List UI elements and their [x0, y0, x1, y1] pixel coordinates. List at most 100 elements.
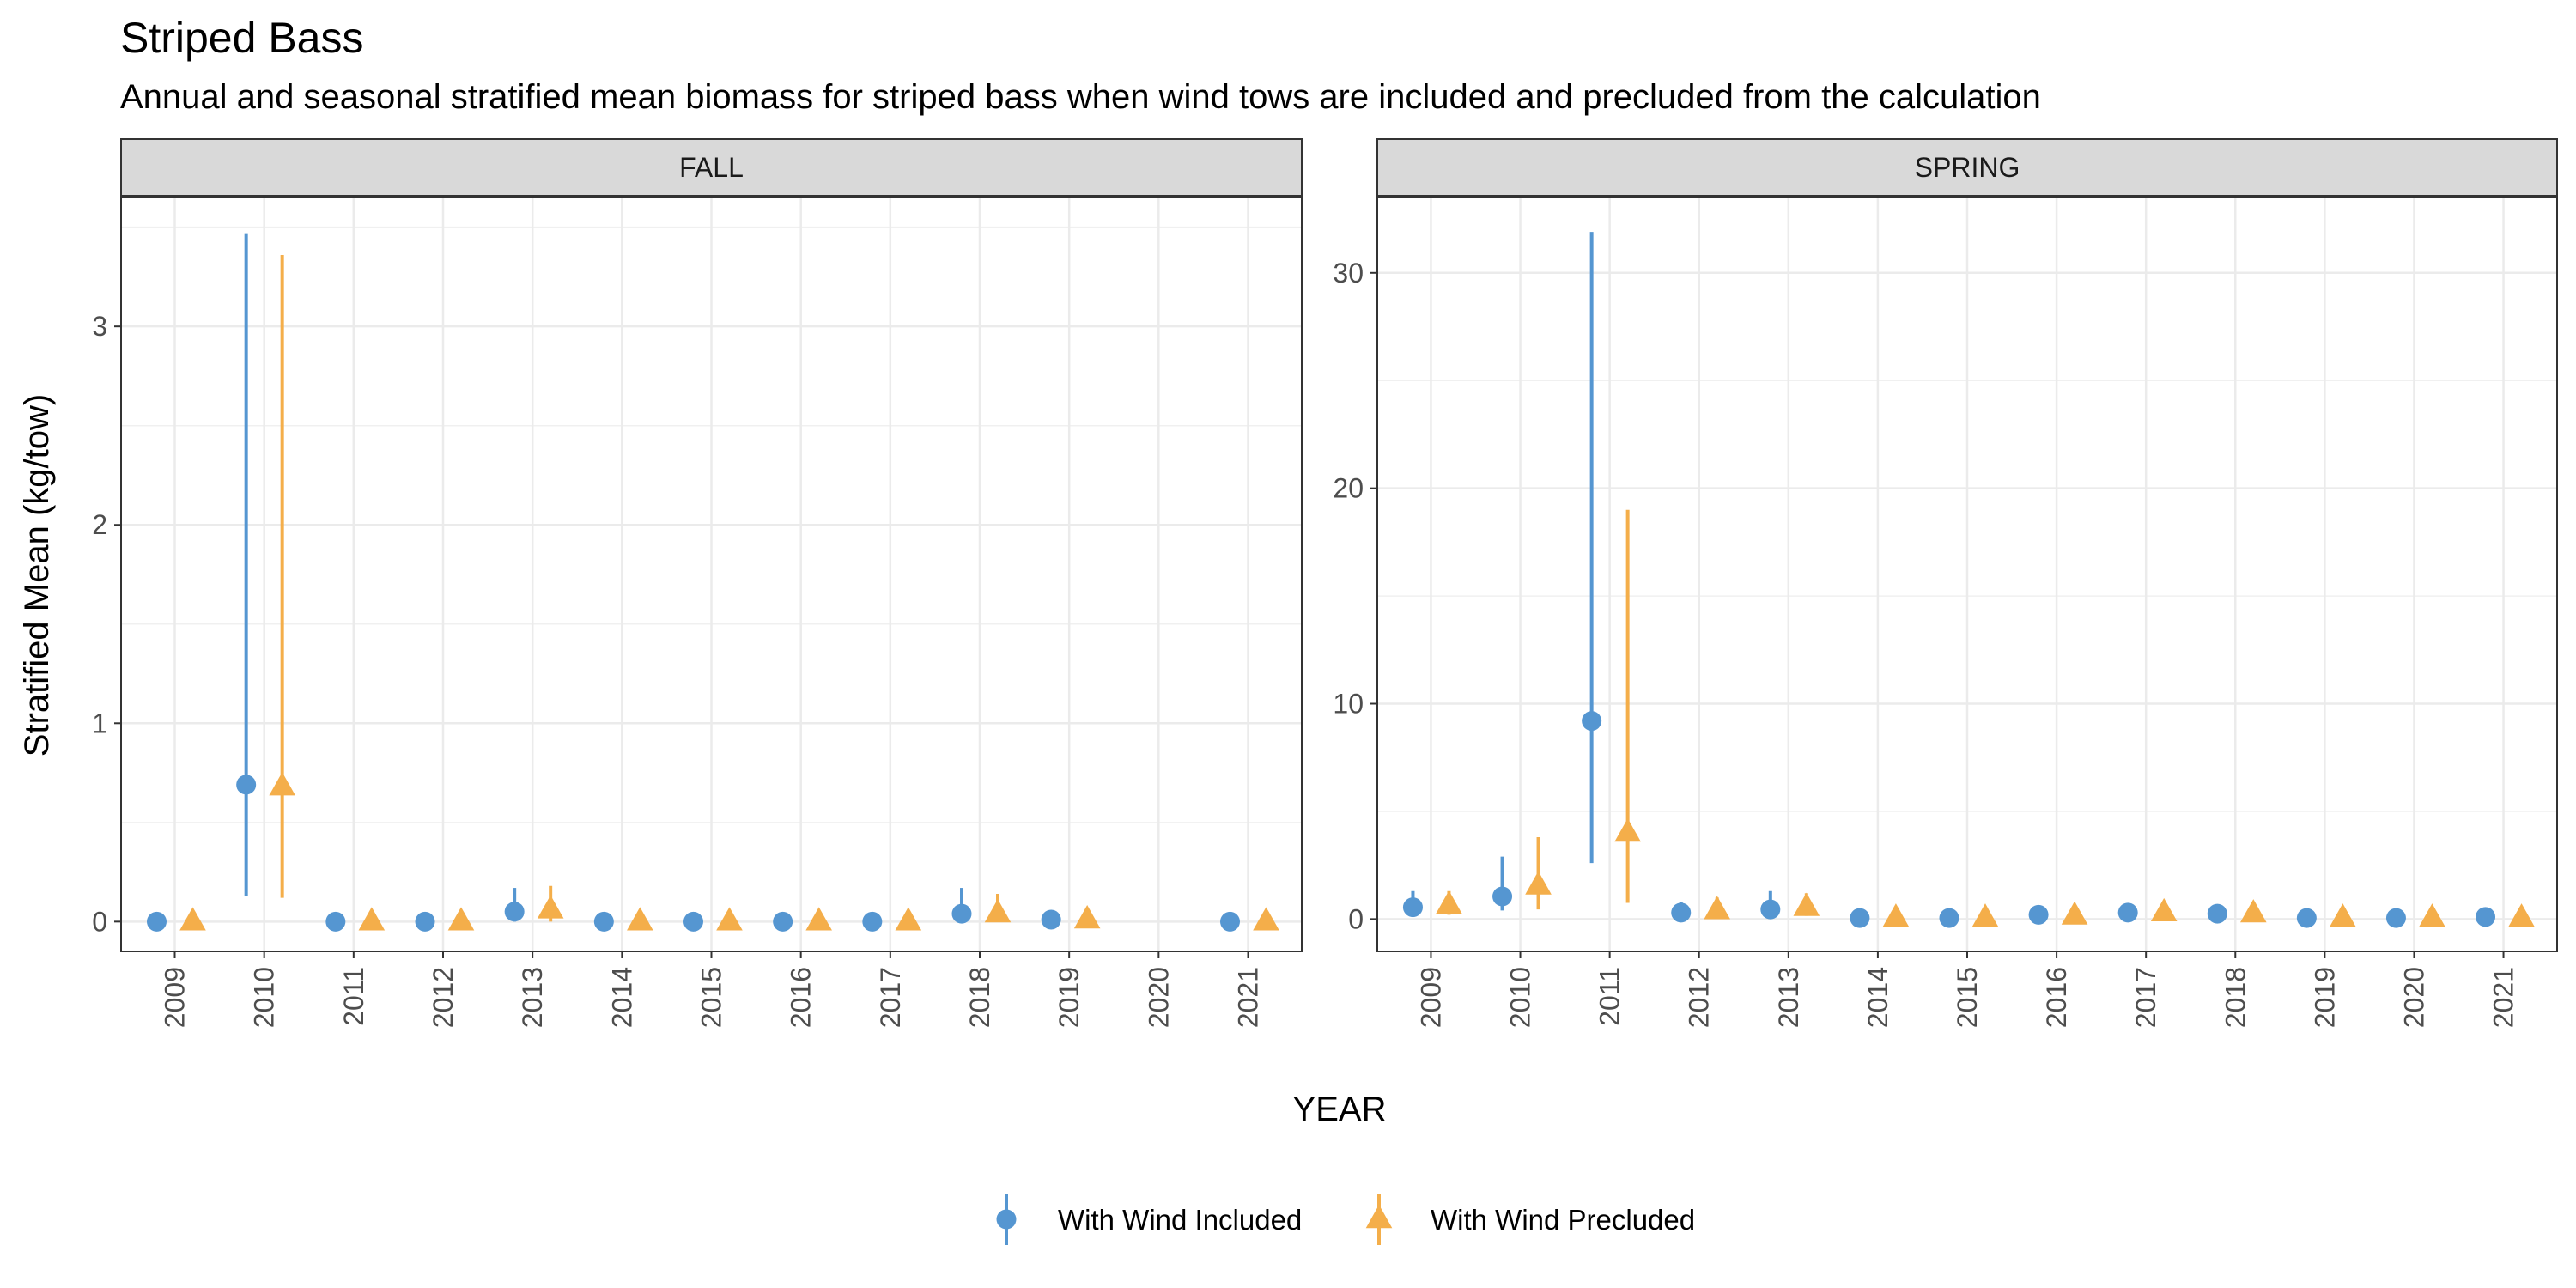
y-tick-label: 1 — [92, 708, 107, 738]
point-included — [2296, 908, 2317, 928]
y-axis-title: Stratified Mean (kg/tow) — [18, 394, 56, 756]
legend-label: With Wind Included — [1058, 1204, 1302, 1236]
y-tick-label: 3 — [92, 311, 107, 342]
point-precluded — [2508, 903, 2535, 927]
point-precluded — [627, 907, 653, 931]
point-included — [415, 911, 435, 932]
x-axis-title: YEAR — [1293, 1091, 1387, 1128]
x-tick-label: 2019 — [2309, 967, 2340, 1028]
chart-title: Striped Bass — [120, 14, 364, 62]
point-included — [325, 911, 346, 932]
x-tick-label: 2009 — [1415, 967, 1446, 1028]
point-precluded — [895, 907, 922, 931]
point-precluded — [805, 907, 832, 931]
point-precluded — [2061, 901, 2088, 925]
x-tick-label: 2021 — [2488, 967, 2519, 1028]
point-included — [236, 775, 257, 795]
legend-key-circle — [996, 1209, 1017, 1230]
x-tick-label: 2010 — [249, 967, 280, 1028]
x-tick-label: 2013 — [517, 967, 548, 1028]
x-tick-label: 2016 — [2041, 967, 2072, 1028]
panel-strip-label: FALL — [679, 152, 744, 183]
point-included — [862, 911, 883, 932]
y-tick-label: 0 — [1348, 903, 1364, 934]
y-tick-label: 0 — [92, 906, 107, 937]
x-tick-label: 2019 — [1054, 967, 1084, 1028]
point-precluded — [2150, 897, 2178, 922]
point-precluded — [2419, 903, 2445, 927]
x-tick-label: 2017 — [875, 967, 906, 1028]
panel-fall: FALL 0 1 2 3 2009 2010 2011 2012 2013 2014 2015 2016… — [92, 138, 1303, 1028]
panel-border — [1376, 197, 2558, 952]
panel-strip-label: SPRING — [1915, 152, 2020, 183]
point-precluded — [1793, 892, 1820, 916]
point-included — [1041, 909, 1061, 930]
chart-subtitle: Annual and seasonal stratified mean biom… — [120, 78, 2041, 116]
x-tick-label: 2012 — [428, 967, 459, 1028]
point-precluded — [1971, 903, 1999, 927]
legend-key-triangle — [1365, 1205, 1393, 1229]
point-included — [1402, 897, 1423, 918]
panel-border — [120, 197, 1303, 952]
y-tick-label: 10 — [1333, 689, 1364, 720]
y-tick-label: 20 — [1333, 473, 1364, 504]
point-precluded — [1882, 903, 1910, 927]
panel-spring: SPRING 0 10 20 30 2009 2010 2011 2012 2013 2014 201… — [1333, 138, 2558, 1028]
point-included — [1939, 908, 1959, 928]
point-precluded — [2330, 903, 2356, 927]
x-tick-label: 2017 — [2130, 967, 2161, 1028]
point-included — [951, 903, 972, 924]
point-precluded — [1614, 818, 1641, 842]
x-tick-label: 2016 — [786, 967, 817, 1028]
point-precluded — [716, 907, 743, 931]
legend-item: With Wind Included — [996, 1194, 1302, 1245]
point-precluded — [1525, 871, 1552, 895]
point-included — [1671, 902, 1692, 923]
x-tick-label: 2010 — [1505, 967, 1536, 1028]
legend: With Wind Included With Wind Precluded — [996, 1194, 1695, 1245]
point-included — [2028, 904, 2049, 925]
x-tick-label: 2011 — [1595, 967, 1625, 1026]
point-included — [683, 911, 703, 932]
point-precluded — [1436, 890, 1462, 914]
x-tick-label: 2011 — [338, 967, 369, 1026]
point-included — [1582, 711, 1602, 732]
point-included — [147, 911, 167, 932]
point-precluded — [537, 895, 564, 919]
point-included — [504, 902, 525, 922]
x-tick-label: 2018 — [2220, 967, 2251, 1028]
point-precluded — [984, 899, 1012, 923]
x-tick-label: 2021 — [1233, 967, 1264, 1028]
point-included — [773, 911, 793, 932]
x-tick-label: 2014 — [1862, 967, 1893, 1028]
y-tick-label: 30 — [1333, 258, 1364, 289]
point-precluded — [447, 907, 475, 931]
point-included — [1850, 908, 1870, 928]
x-tick-label: 2020 — [2398, 967, 2429, 1028]
x-tick-label: 2014 — [606, 967, 637, 1028]
point-precluded — [179, 907, 206, 931]
panel-strip — [1376, 138, 2558, 197]
x-tick-label: 2009 — [160, 967, 191, 1028]
legend-label: With Wind Precluded — [1431, 1204, 1695, 1236]
point-precluded — [1073, 905, 1101, 929]
point-precluded — [1704, 896, 1731, 920]
point-precluded — [1253, 907, 1279, 931]
point-precluded — [2239, 899, 2267, 923]
x-tick-label: 2015 — [696, 967, 727, 1028]
x-tick-label: 2020 — [1143, 967, 1174, 1028]
point-included — [1760, 899, 1781, 920]
x-tick-label: 2012 — [1684, 967, 1715, 1028]
point-precluded — [358, 907, 386, 931]
point-included — [2385, 908, 2406, 928]
point-included — [2117, 902, 2138, 923]
y-tick-label: 2 — [92, 509, 107, 540]
point-included — [1220, 911, 1240, 932]
point-included — [2476, 907, 2496, 927]
x-tick-label: 2018 — [964, 967, 995, 1028]
point-precluded — [269, 772, 295, 796]
panel-strip — [120, 138, 1303, 197]
point-included — [2207, 903, 2227, 924]
